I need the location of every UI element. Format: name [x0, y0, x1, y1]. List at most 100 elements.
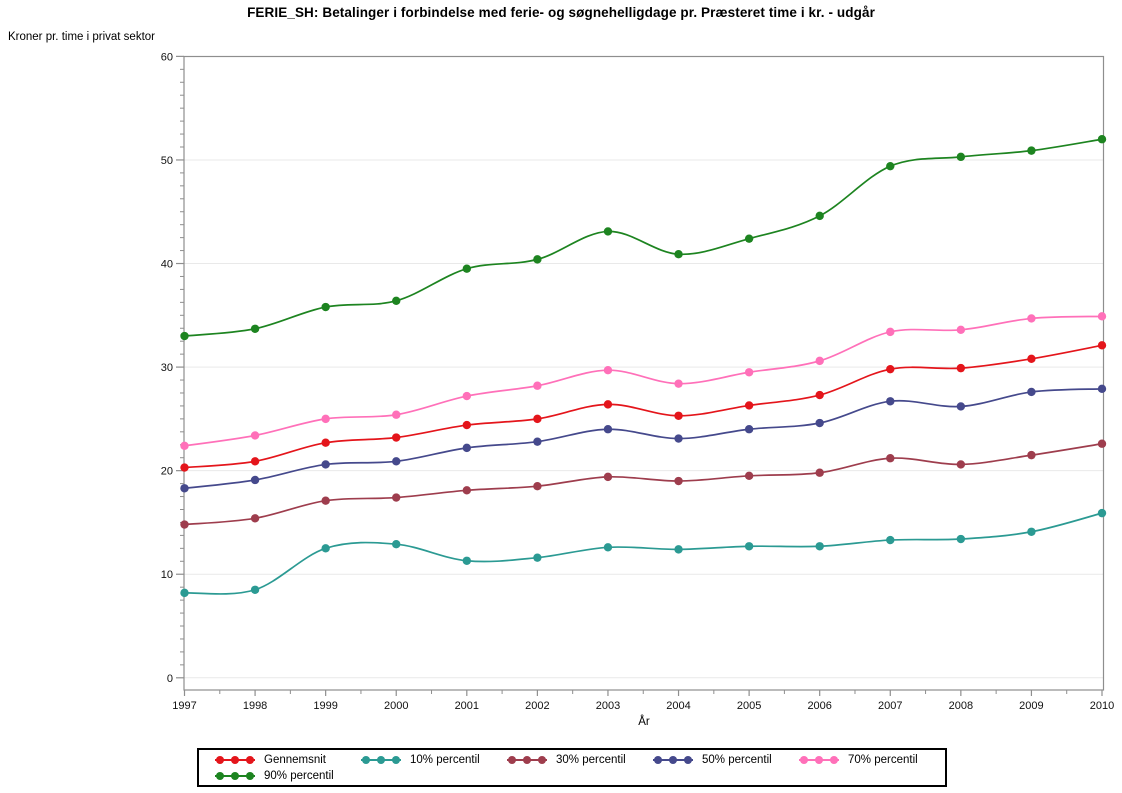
data-point-2 — [744, 471, 754, 481]
data-point-3 — [886, 397, 895, 406]
x-axis-title: År — [638, 716, 650, 728]
data-point-5 — [392, 296, 401, 306]
data-point-2 — [462, 486, 472, 495]
data-point-4 — [321, 414, 330, 424]
data-point-1 — [250, 585, 260, 594]
y-tick-label: 60 — [161, 51, 173, 63]
data-point-3 — [956, 402, 966, 411]
legend-item-30-percentil: 30% percentil — [505, 752, 651, 768]
data-point-4 — [462, 391, 472, 401]
data-point-5 — [1027, 146, 1036, 155]
series-line-4 — [184, 315, 1103, 447]
y-tick-label: 50 — [161, 155, 173, 167]
legend-label: 70% percentil — [848, 754, 918, 766]
series-line-1 — [184, 512, 1103, 595]
data-point-5 — [1097, 135, 1107, 144]
series-marker-icon — [507, 756, 547, 764]
data-point-5 — [956, 152, 966, 162]
data-point-4 — [744, 368, 754, 377]
x-tick-label: 1998 — [243, 700, 267, 712]
data-point-3 — [815, 418, 824, 428]
data-point-2 — [321, 496, 330, 505]
data-point-1 — [321, 544, 330, 553]
series-marker-icon — [799, 756, 839, 764]
x-tick-label: 2007 — [878, 700, 902, 712]
data-point-4 — [250, 431, 260, 440]
data-point-1 — [886, 535, 895, 545]
plot-frame — [183, 55, 1105, 691]
data-point-2 — [1027, 450, 1036, 460]
data-point-0 — [744, 401, 754, 410]
data-point-0 — [321, 438, 330, 447]
legend-item-70-percentil: 70% percentil — [797, 752, 943, 768]
data-point-0 — [250, 457, 260, 466]
data-point-0 — [1097, 341, 1107, 350]
data-point-5 — [815, 211, 824, 221]
y-axis-title: Kroner pr. time i privat sektor — [8, 31, 155, 43]
x-tick-label: 2000 — [384, 700, 408, 712]
data-point-4 — [603, 365, 613, 375]
data-point-2 — [392, 493, 401, 502]
series-line-3 — [184, 387, 1103, 490]
data-point-2 — [180, 520, 189, 529]
data-point-1 — [180, 588, 189, 598]
data-point-1 — [1027, 527, 1036, 536]
data-point-0 — [886, 364, 895, 374]
y-tick-label: 10 — [161, 569, 173, 581]
data-point-4 — [392, 410, 401, 419]
data-point-4 — [1027, 314, 1036, 323]
data-point-2 — [603, 472, 613, 482]
data-point-0 — [180, 463, 189, 472]
chart-legend: Gennemsnit 10% percentil 30% percentil 5… — [197, 748, 947, 787]
data-point-4 — [815, 356, 824, 366]
data-point-3 — [180, 484, 189, 493]
series-marker-icon — [361, 756, 401, 764]
x-tick-label: 2002 — [525, 700, 549, 712]
data-point-4 — [533, 381, 542, 390]
legend-item-90-percentil: 90% percentil — [213, 768, 359, 784]
data-point-0 — [815, 390, 824, 400]
legend-item-gennemsnit: Gennemsnit — [213, 752, 359, 768]
data-point-3 — [462, 443, 472, 453]
series-line-2 — [184, 442, 1103, 526]
data-point-1 — [533, 553, 542, 562]
data-point-0 — [462, 420, 472, 430]
x-tick-label: 2004 — [666, 700, 690, 712]
legend-label: 90% percentil — [264, 770, 334, 782]
data-point-0 — [1027, 354, 1036, 364]
data-point-4 — [1097, 312, 1107, 321]
data-point-5 — [603, 227, 613, 236]
x-tick-label: 2009 — [1019, 700, 1043, 712]
series-marker-icon — [653, 756, 693, 764]
data-point-5 — [462, 264, 472, 273]
data-point-1 — [674, 545, 683, 554]
data-point-3 — [1027, 387, 1036, 397]
x-tick-label: 2008 — [949, 700, 973, 712]
data-point-5 — [533, 255, 542, 264]
data-point-3 — [674, 434, 683, 443]
x-tick-label: 1997 — [172, 700, 196, 712]
data-point-5 — [744, 234, 754, 243]
legend-label: 10% percentil — [410, 754, 480, 766]
legend-label: Gennemsnit — [264, 754, 327, 766]
data-point-3 — [1097, 384, 1107, 394]
y-tick-label: 0 — [167, 673, 173, 685]
data-point-0 — [392, 433, 401, 442]
y-tick-label: 20 — [161, 466, 173, 478]
y-tick-label: 30 — [161, 362, 173, 374]
data-point-1 — [1097, 508, 1107, 518]
legend-label: 50% percentil — [702, 754, 772, 766]
series-marker-icon — [215, 756, 255, 764]
legend-item-10-percentil: 10% percentil — [359, 752, 505, 768]
x-tick-label: 2003 — [596, 700, 620, 712]
x-tick-label: 2010 — [1090, 700, 1114, 712]
x-tick-label: 2005 — [737, 700, 761, 712]
data-point-4 — [956, 325, 966, 335]
data-point-2 — [1097, 439, 1107, 448]
data-point-2 — [533, 481, 542, 491]
data-point-0 — [674, 411, 683, 420]
data-point-3 — [533, 437, 542, 446]
line-chart-plot-area: 0 10 20 30 40 50 60 1997 1998 1999 2000 2001 2002 200… — [161, 51, 1114, 712]
data-point-1 — [392, 539, 401, 549]
